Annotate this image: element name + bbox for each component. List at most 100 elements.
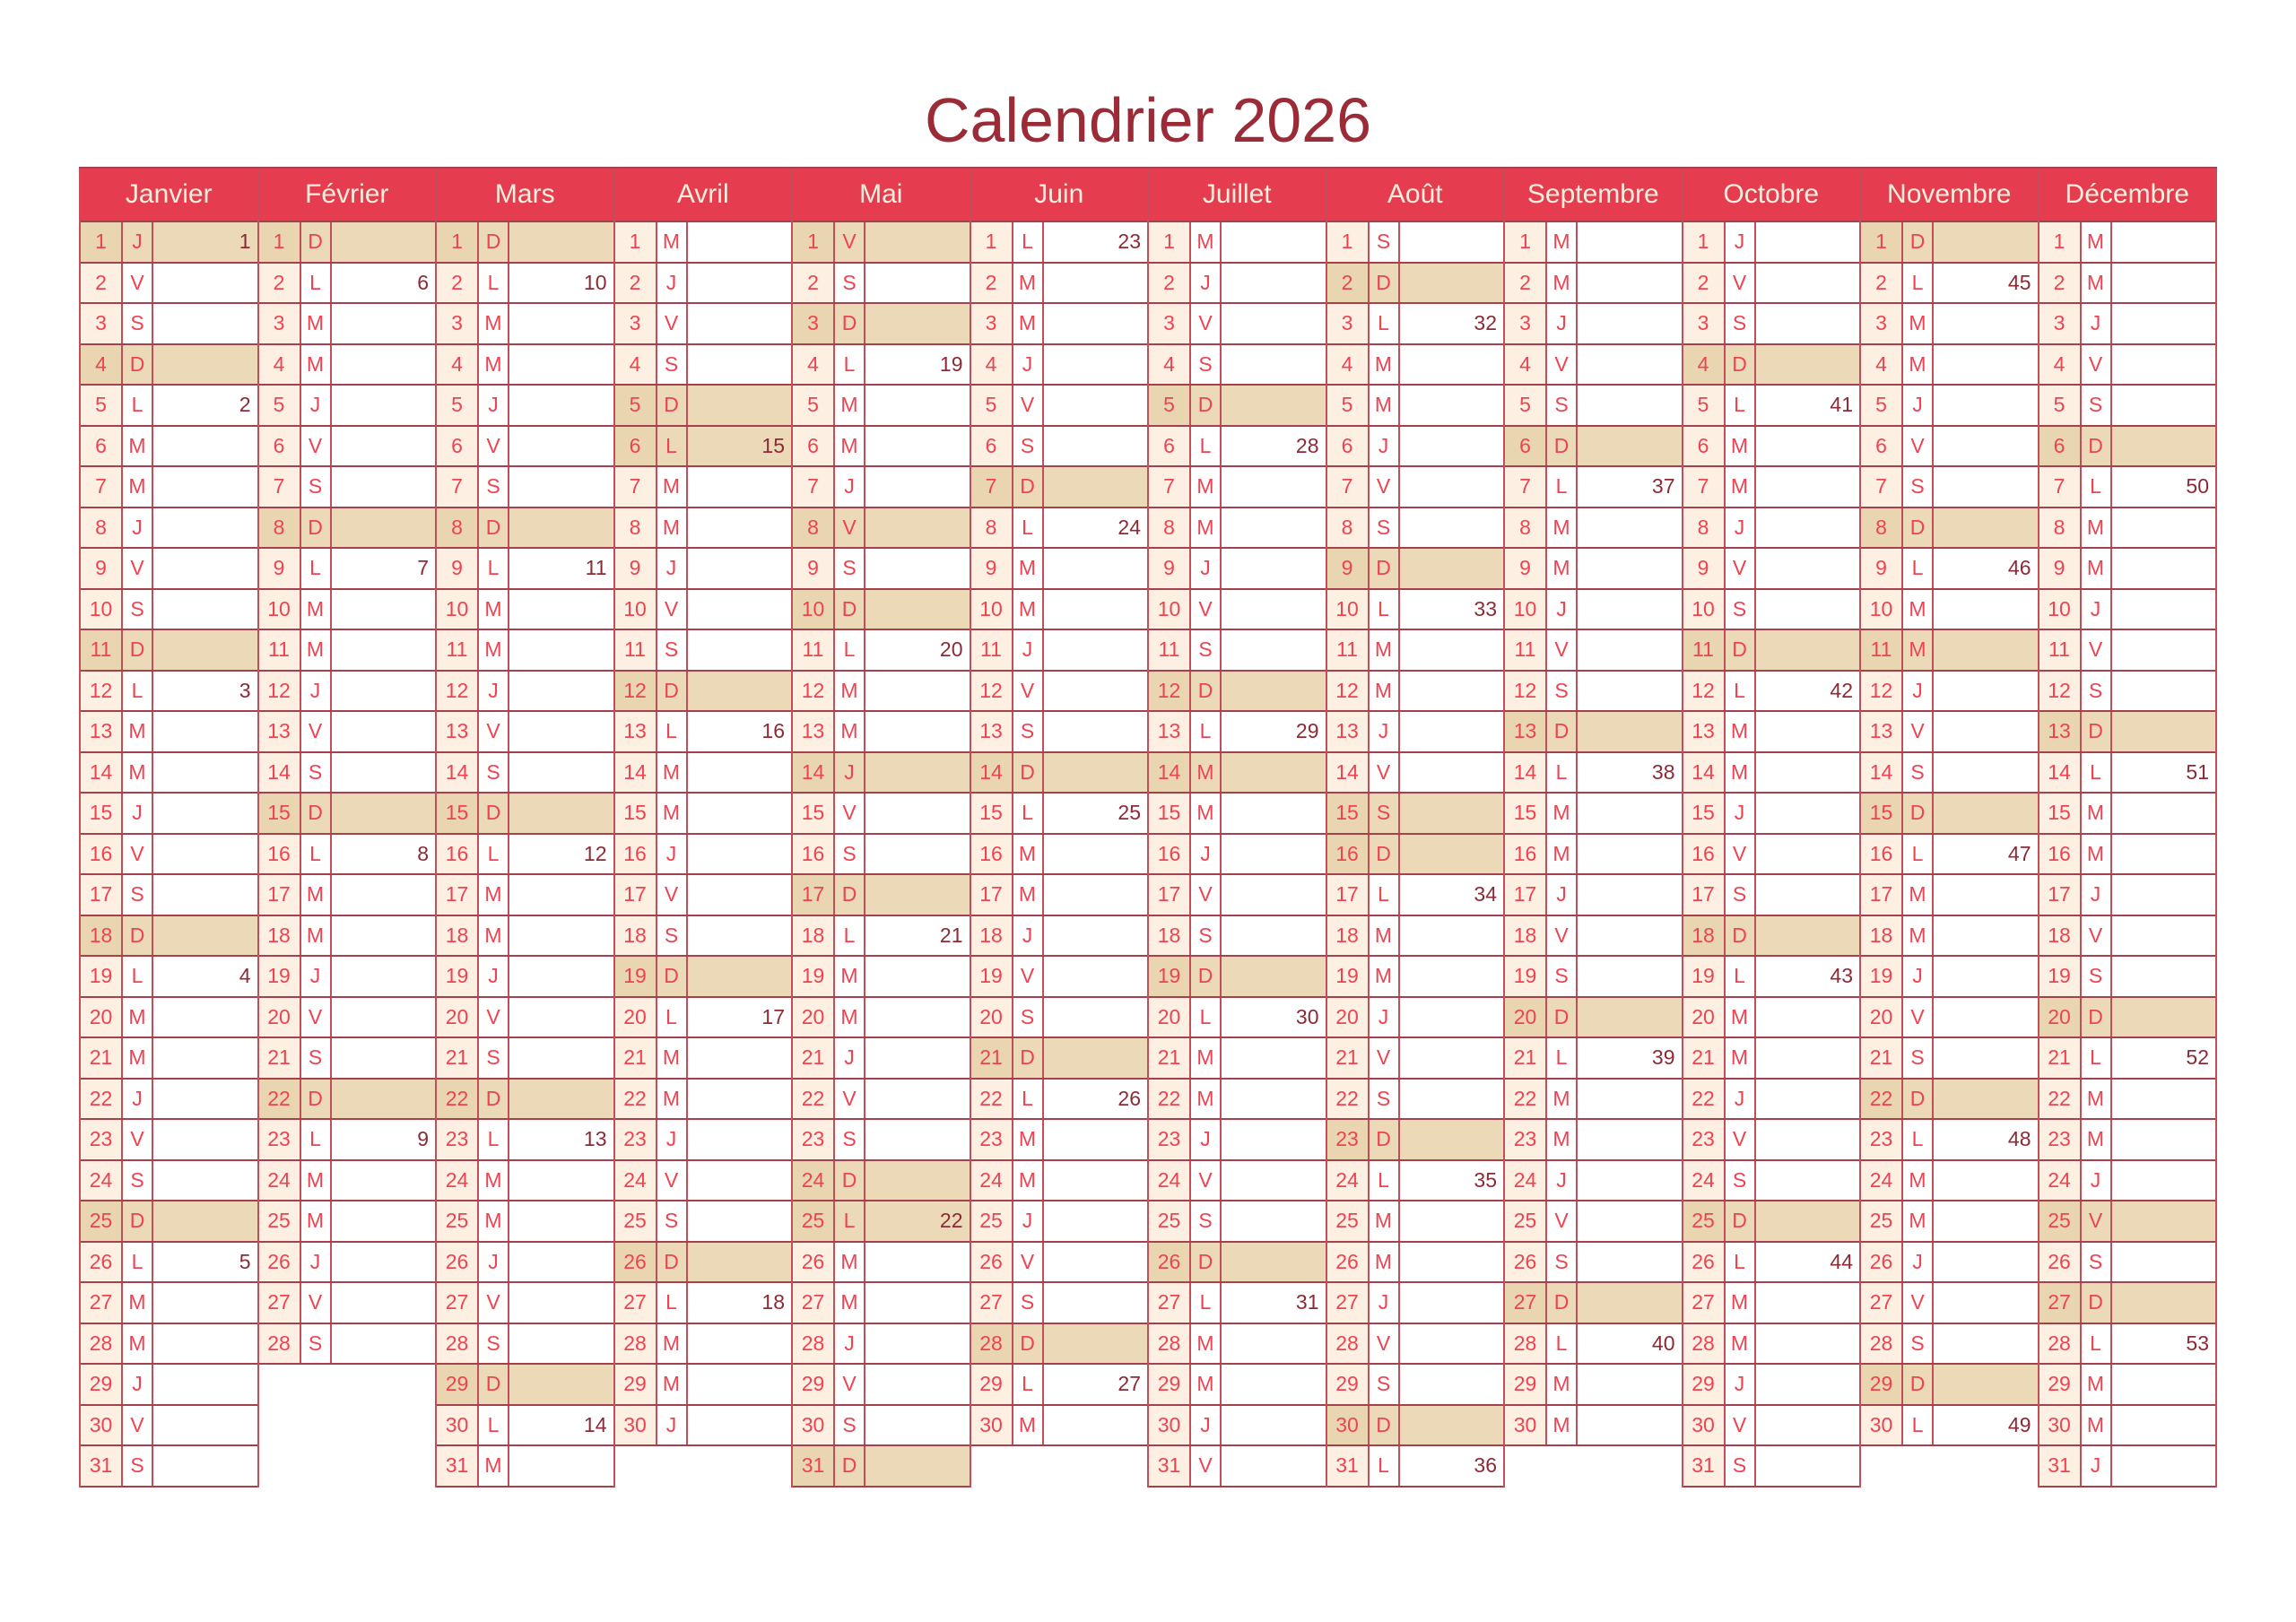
day-number: 21 (258, 1038, 301, 1078)
day-row: 10 M (437, 589, 613, 630)
day-number: 3 (970, 304, 1013, 343)
week-number-cell (1934, 1283, 2038, 1323)
day-letter: S (657, 630, 688, 670)
day-letter: S (2081, 1242, 2112, 1281)
day-row: 22 D (1861, 1079, 2038, 1120)
day-number: 8 (793, 507, 835, 547)
week-number-cell: 33 (1399, 589, 1503, 629)
week-number-cell (153, 915, 257, 955)
day-number: 23 (1683, 1120, 1726, 1159)
day-number: 20 (970, 997, 1013, 1037)
week-number-cell (2111, 589, 2215, 629)
day-number: 21 (1149, 1038, 1191, 1078)
day-number: 29 (81, 1365, 123, 1404)
week-number-cell (331, 426, 435, 465)
day-row: 26 S (2039, 1242, 2215, 1283)
day-number: 26 (2039, 1242, 2082, 1281)
day-letter: V (835, 794, 865, 833)
week-number-cell (1043, 344, 1147, 384)
day-number: 8 (1505, 507, 1547, 547)
day-number: 29 (970, 1365, 1013, 1404)
day-letter: V (1547, 915, 1578, 955)
day-number: 10 (793, 589, 835, 629)
day-row: 10 V (1149, 589, 1326, 630)
day-number: 20 (1505, 997, 1547, 1037)
day-number: 16 (81, 834, 123, 873)
day-letter: S (1547, 671, 1578, 710)
day-letter: J (1725, 1079, 1756, 1118)
week-number-cell (1755, 344, 1859, 384)
day-letter: S (1191, 630, 1222, 670)
week-number-cell (509, 426, 613, 465)
day-row: 17 V (1149, 875, 1326, 916)
day-letter: M (1369, 1201, 1400, 1241)
day-letter: J (1903, 1242, 1934, 1281)
week-number-cell: 32 (1399, 304, 1503, 343)
week-number-cell (1043, 875, 1147, 915)
week-number-cell (687, 263, 791, 302)
day-number: 30 (2039, 1405, 2082, 1444)
week-number-cell (509, 589, 613, 629)
day-row: 25 M (1326, 1201, 1503, 1243)
day-row: 27 D (2039, 1283, 2215, 1324)
day-letter: S (479, 1038, 509, 1078)
week-number-cell (1399, 997, 1503, 1037)
day-number: 19 (1683, 957, 1726, 996)
week-number-cell (1222, 467, 1326, 507)
day-row: 15 L 25 (970, 794, 1147, 835)
day-number: 25 (437, 1201, 479, 1241)
day-row: 22 J (1683, 1079, 1859, 1120)
day-number: 22 (970, 1079, 1013, 1118)
day-letter: J (835, 467, 865, 507)
day-number: 8 (81, 507, 123, 547)
day-number: 11 (614, 630, 657, 670)
day-row: 27 V (437, 1283, 613, 1324)
day-number: 31 (1149, 1446, 1191, 1486)
day-number: 5 (258, 386, 301, 425)
week-number-cell: 26 (1043, 1079, 1147, 1118)
week-number-cell (1578, 344, 1682, 384)
week-number-cell (1222, 263, 1326, 302)
day-letter: D (1369, 263, 1400, 302)
day-row: 10 M (970, 589, 1147, 630)
week-number-cell (509, 467, 613, 507)
day-number: 13 (1683, 712, 1726, 751)
day-number: 9 (1326, 549, 1370, 588)
day-row: 28 M (1149, 1323, 1326, 1365)
week-number-cell (1755, 1160, 1859, 1200)
day-row: 14 M (1683, 752, 1859, 794)
day-letter: L (1369, 875, 1400, 915)
week-number-cell (1043, 997, 1147, 1037)
day-row: 15 S (1326, 794, 1503, 835)
day-letter: J (1369, 997, 1400, 1037)
day-letter: M (1725, 1283, 1756, 1323)
day-row: 7 L 50 (2039, 467, 2215, 508)
week-number-cell: 41 (1755, 386, 1859, 425)
day-letter: M (300, 875, 332, 915)
week-number-cell (1043, 263, 1147, 302)
week-number-cell (331, 915, 435, 955)
day-letter: V (657, 1160, 688, 1200)
day-letter: D (1903, 794, 1934, 833)
day-letter: M (835, 426, 865, 465)
day-letter: V (657, 875, 688, 915)
day-row: 11 M (437, 630, 613, 672)
day-letter: S (835, 1405, 865, 1444)
day-row: 6 L 28 (1149, 426, 1326, 467)
day-row: 21 S (258, 1038, 435, 1080)
day-number: 28 (1683, 1323, 1726, 1363)
day-row: 28 M (81, 1323, 257, 1365)
day-number: 8 (258, 507, 301, 547)
week-number-cell (2111, 1242, 2215, 1281)
day-row: 17 M (1861, 875, 2038, 916)
day-row: 14 M (81, 752, 257, 794)
day-letter: V (300, 712, 332, 751)
week-number-cell (153, 712, 257, 751)
week-number-cell: 19 (865, 344, 970, 384)
day-number: 23 (1505, 1120, 1547, 1159)
week-number-cell (1399, 344, 1503, 384)
day-row: 22 D (437, 1079, 613, 1120)
